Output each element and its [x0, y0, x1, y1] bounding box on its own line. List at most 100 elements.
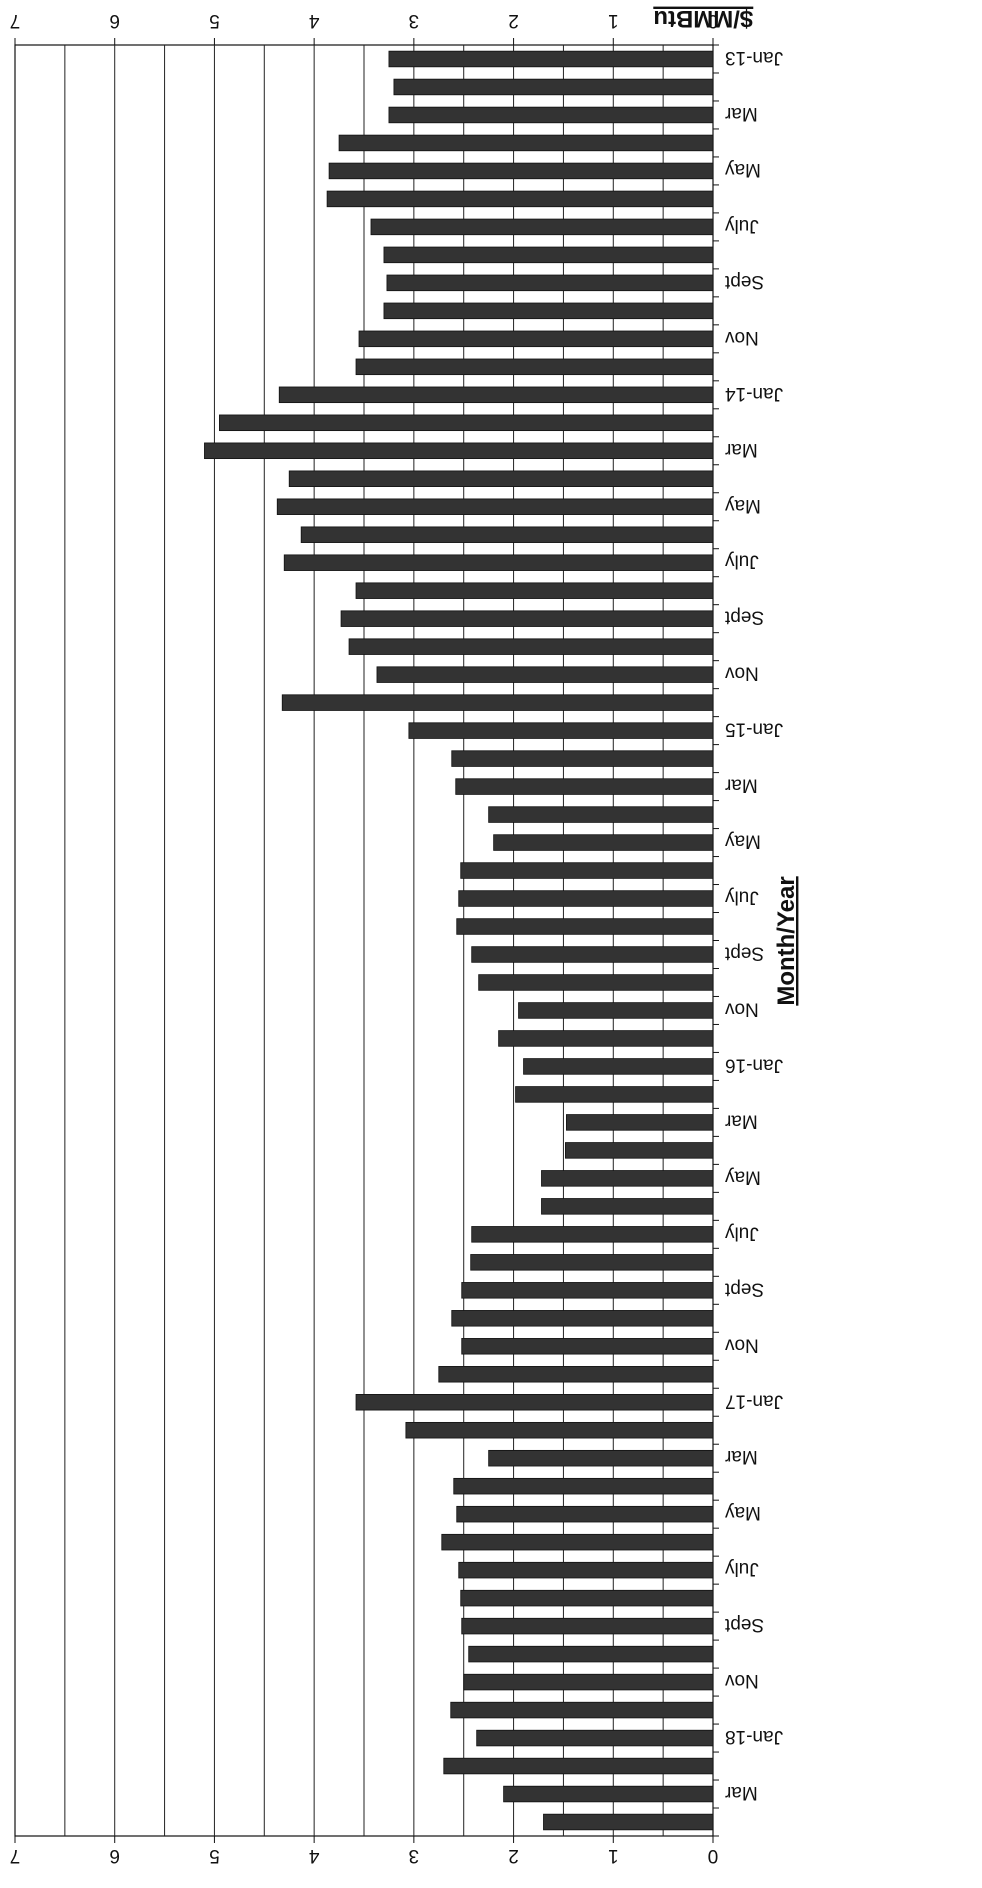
bar: [518, 1002, 714, 1019]
x-tick-label: Jan-17: [725, 1390, 783, 1411]
y-tick-label: 0: [708, 10, 719, 31]
bar: [355, 358, 714, 376]
x-tick-label: Sept: [724, 942, 764, 963]
bar: [456, 1505, 714, 1523]
bar: [523, 1058, 714, 1075]
bar: [543, 1813, 714, 1831]
bar: [276, 498, 714, 515]
bar: [460, 862, 714, 879]
y-tick-label: 1: [608, 1845, 619, 1866]
x-tick-label: Mar: [724, 1446, 757, 1467]
x-tick-label: Jan-18: [725, 1726, 783, 1747]
bar: [451, 1310, 714, 1327]
bar: [326, 190, 714, 208]
y-tick-label: 2: [508, 1845, 519, 1866]
x-tick-label: Mar: [724, 1110, 757, 1131]
bar: [386, 274, 714, 292]
bar: [408, 722, 714, 739]
bar: [458, 1561, 714, 1579]
bar: [503, 1785, 714, 1803]
bar: [470, 1254, 714, 1271]
bar: [355, 1394, 714, 1411]
x-tick-label: Nov: [725, 327, 759, 348]
x-tick-label: May: [725, 1502, 761, 1523]
x-tick-label: Nov: [725, 663, 759, 684]
bar: [393, 78, 714, 96]
x-tick-label: Mar: [724, 103, 757, 124]
bar: [278, 386, 714, 404]
bar: [458, 890, 714, 907]
bar: [300, 526, 714, 543]
bar: [281, 694, 714, 711]
x-tick-label: May: [725, 1166, 761, 1187]
bar: [515, 1086, 714, 1103]
y-tick-label: 2: [508, 10, 519, 31]
bar: [541, 1170, 714, 1187]
y-tick-label: 4: [308, 1845, 319, 1866]
y-tick-label: 6: [109, 10, 120, 31]
bar: [438, 1366, 714, 1383]
bar: [565, 1142, 714, 1159]
bar: [204, 442, 714, 460]
x-tick-label: July: [725, 1222, 759, 1243]
x-tick-label: July: [725, 1558, 759, 1579]
bar: [405, 1421, 714, 1439]
bar: [338, 134, 714, 152]
y-axis-title: $/MMBtu: [653, 5, 753, 32]
x-tick-label: May: [725, 831, 761, 852]
x-tick-label: Sept: [724, 1278, 764, 1299]
bar: [340, 610, 714, 627]
bar: [488, 1449, 714, 1467]
bar: [471, 946, 714, 963]
x-tick-label: Sept: [724, 1614, 764, 1635]
bar: [498, 1030, 714, 1047]
bar: [493, 834, 714, 851]
x-tick-label: Jan-13: [725, 47, 783, 68]
x-tick-label: Jan-16: [725, 1054, 783, 1075]
x-tick-label: Jan-14: [725, 383, 784, 404]
bar: [219, 414, 714, 432]
bar: [328, 162, 714, 180]
bar: [376, 666, 714, 683]
bar: [468, 1645, 714, 1663]
bar: [388, 50, 714, 68]
y-tick-label: 5: [209, 10, 220, 31]
bar: [455, 778, 714, 795]
bar: [478, 974, 714, 991]
y-tick-label: 1: [608, 10, 619, 31]
y-tick-label: 4: [308, 10, 319, 31]
bar: [348, 638, 714, 655]
plot-area: 0 0 1 1 2 2 3 3 4 4 5 5 6 6 7 7 Jan-13 Mar May July Sept Nov J…: [10, 10, 783, 1866]
bar: [370, 218, 714, 236]
bar: [355, 582, 714, 599]
y-tick-label: 3: [409, 1845, 420, 1866]
bar: [461, 1617, 714, 1635]
bar: [443, 1757, 714, 1775]
bar: [450, 1701, 714, 1719]
bar: [460, 1589, 714, 1607]
x-tick-label: Nov: [725, 1334, 759, 1355]
bar: [383, 246, 714, 264]
bar: [461, 1338, 714, 1355]
x-tick-label: Mar: [724, 775, 757, 796]
x-tick-label: May: [725, 495, 761, 516]
y-tick-label: 7: [10, 10, 21, 31]
y-tick-label: 0: [708, 1845, 719, 1866]
x-tick-label: Nov: [725, 998, 759, 1019]
bar: [383, 302, 714, 320]
x-tick-label: Mar: [724, 439, 757, 460]
bar: [541, 1198, 714, 1215]
bar: [388, 106, 714, 124]
bar: [476, 1729, 714, 1747]
x-tick-label: Sept: [724, 607, 764, 628]
y-tick-label: 5: [209, 1845, 220, 1866]
bar: [441, 1533, 714, 1551]
bar: [288, 470, 714, 487]
bar: [488, 806, 714, 823]
bar: [566, 1114, 714, 1131]
x-axis-title: Month/Year: [773, 876, 800, 1005]
x-tick-label: July: [725, 551, 759, 572]
y-tick-label: 7: [10, 1845, 21, 1866]
